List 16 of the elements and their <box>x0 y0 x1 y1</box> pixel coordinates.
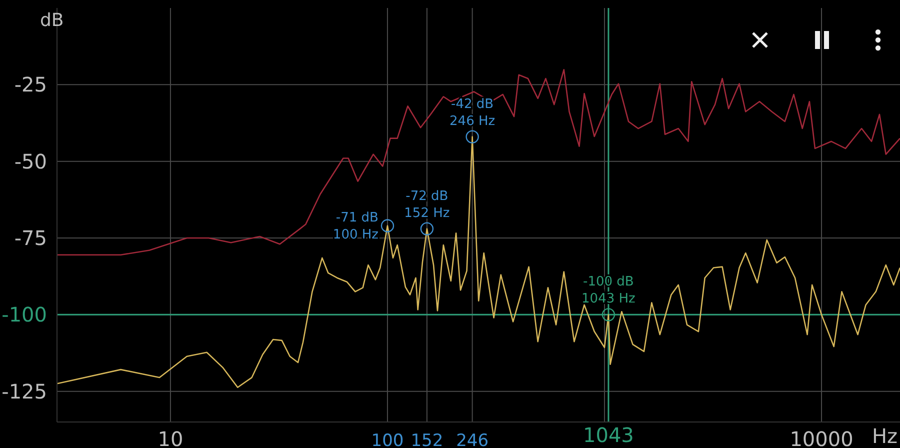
y-axis-title: dB <box>40 10 64 31</box>
x-axis-title: Hz <box>872 424 898 448</box>
x-tick-label: 152 <box>410 431 444 448</box>
y-tick-label: -125 <box>2 379 47 404</box>
y-tick-label: -75 <box>14 226 47 250</box>
ref-line-label: 1043 <box>583 423 634 447</box>
y-tick-label: -25 <box>14 72 47 97</box>
x-tick-label: 10000 <box>790 427 854 448</box>
x-tick-label: 100 <box>371 431 404 448</box>
y-tick-label: -100 <box>2 302 47 327</box>
y-tick-label: -50 <box>14 149 47 174</box>
x-tick-label: 10 <box>158 427 184 448</box>
annotation: -71 dB 100 Hz <box>332 210 379 243</box>
x-tick-label: 246 <box>456 431 489 448</box>
annotation: -42 dB 246 Hz <box>450 96 496 129</box>
annotation: -72 dB 152 Hz <box>404 188 450 221</box>
